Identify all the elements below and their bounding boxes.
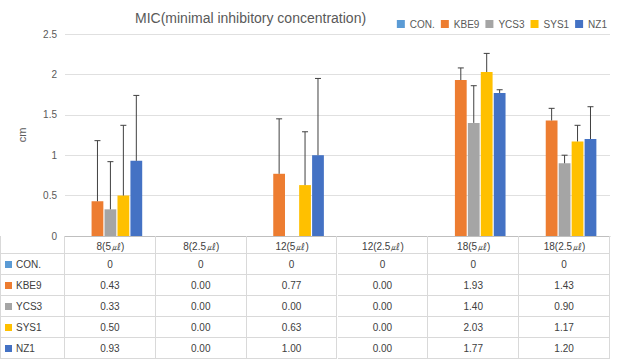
- html-text:0: 0: [561, 258, 567, 270]
- html-text:0.90: 0.90: [554, 300, 574, 312]
- html-text:0: 0: [470, 258, 476, 270]
- svg-text:1: 1: [51, 150, 57, 161]
- svg-text:12(2.5㎕): 12(2.5㎕): [362, 241, 404, 252]
- html-text:0.77: 0.77: [281, 279, 302, 291]
- svg-text:0: 0: [51, 231, 57, 242]
- svg-text:1.5: 1.5: [43, 109, 57, 120]
- html-text:0.00: 0.00: [372, 342, 393, 354]
- html-text:1.43: 1.43: [554, 279, 574, 291]
- html-text:0.00: 0.00: [191, 279, 211, 291]
- html-text:0: 0: [379, 258, 386, 270]
- svg-text:8(2.5㎕): 8(2.5㎕): [183, 241, 219, 252]
- svg-text:12(5㎕): 12(5㎕): [275, 241, 308, 252]
- svg-text:0.5: 0.5: [43, 190, 57, 201]
- svg-text:YCS3: YCS3: [498, 19, 525, 30]
- html-text:0: 0: [198, 258, 204, 270]
- html-text:0.63: 0.63: [281, 321, 302, 333]
- html-text:2.03: 2.03: [463, 321, 483, 333]
- svg-text:8(5㎕): 8(5㎕): [97, 241, 125, 252]
- html-text:0.00: 0.00: [191, 321, 211, 333]
- html-text:0.00: 0.00: [372, 321, 393, 333]
- svg-text:MIC(minimal inhibitory concent: MIC(minimal inhibitory concentration): [135, 10, 366, 26]
- html-text:1.17: 1.17: [554, 321, 574, 333]
- html-text:1.77: 1.77: [463, 342, 483, 354]
- html-text:SYS1: SYS1: [16, 321, 42, 333]
- svg-text:SYS1: SYS1: [544, 19, 570, 30]
- svg-text:cm: cm: [16, 128, 28, 143]
- html-text:0.50: 0.50: [100, 321, 120, 333]
- svg-text:CON.: CON.: [410, 19, 435, 30]
- html-text:YCS3: YCS3: [16, 300, 43, 312]
- html-text:1.00: 1.00: [281, 342, 302, 354]
- svg-text:18(2.5㎕): 18(2.5㎕): [544, 241, 586, 252]
- html-text:0.00: 0.00: [191, 300, 211, 312]
- html-text:0.93: 0.93: [100, 342, 120, 354]
- html-text:KBE9: KBE9: [16, 279, 42, 291]
- html-text:0.00: 0.00: [372, 300, 393, 312]
- svg-text:2.5: 2.5: [43, 29, 57, 40]
- html-text:1.20: 1.20: [554, 342, 574, 354]
- html-text:NZ1: NZ1: [16, 342, 35, 354]
- html-text:0: 0: [288, 258, 295, 270]
- svg-text:NZ1: NZ1: [588, 19, 607, 30]
- html-text:0: 0: [107, 258, 113, 270]
- html-text:0.00: 0.00: [281, 300, 302, 312]
- html-text:0.00: 0.00: [372, 279, 393, 291]
- svg-text:2: 2: [51, 69, 57, 80]
- svg-text:KBE9: KBE9: [454, 19, 480, 30]
- html-text:0.00: 0.00: [191, 342, 211, 354]
- html-text:1.40: 1.40: [463, 300, 483, 312]
- svg-text:18(5㎕): 18(5㎕): [457, 241, 490, 252]
- html-text:0.43: 0.43: [100, 279, 120, 291]
- html-text:1.93: 1.93: [463, 279, 483, 291]
- html-text:0.33: 0.33: [100, 300, 120, 312]
- html-text:CON.: CON.: [16, 258, 41, 270]
